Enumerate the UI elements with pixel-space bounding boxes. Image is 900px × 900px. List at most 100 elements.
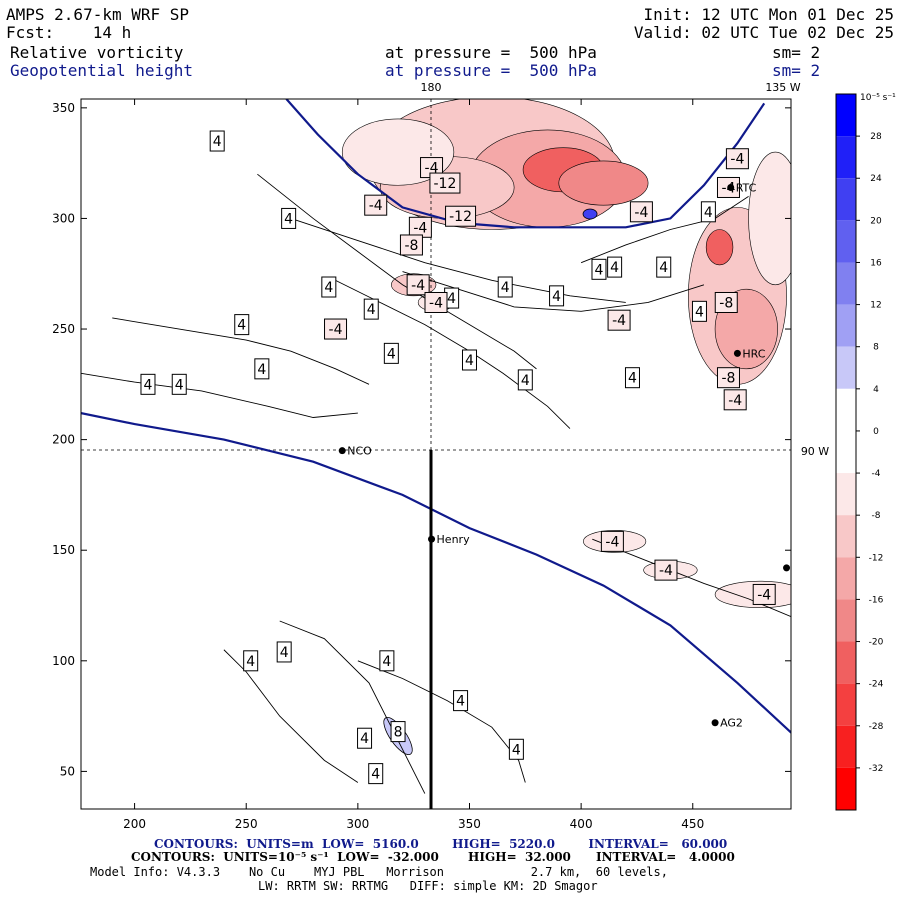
- vorticity-region-8: [748, 151, 791, 286]
- lon-label-135w: 135 W: [765, 81, 800, 94]
- positive-vorticity-core: [582, 208, 598, 220]
- colorbar-segment: [836, 304, 856, 347]
- contour-label: -8: [716, 367, 740, 389]
- contour-label-box: [171, 373, 187, 395]
- contour-label-box: [714, 291, 738, 313]
- colorbar-tick-label: -16: [869, 595, 884, 605]
- contour-label-text: 4: [659, 260, 668, 276]
- contour-label-text: -8: [719, 295, 733, 311]
- station-label: RTC: [736, 181, 757, 194]
- colorbar-segment: [836, 473, 856, 516]
- plot-frame: [80, 98, 792, 810]
- colorbar-tick-label: 28: [870, 132, 882, 142]
- contour-label: -4: [424, 291, 448, 313]
- station-ag2: AG2: [711, 717, 743, 730]
- field2-smoothing: sm= 2: [772, 61, 821, 80]
- contour-label: 4: [517, 369, 533, 391]
- contour-label-box: [364, 194, 388, 216]
- contour-label: 4: [497, 276, 513, 298]
- vorticity-contour-6: [580, 195, 749, 264]
- contour-label-box: [321, 276, 337, 298]
- contour-label-text: -12: [433, 176, 456, 192]
- y-tick-label: 350: [52, 101, 75, 115]
- colorbar-segment: [836, 725, 856, 768]
- contour-label: -4: [324, 318, 348, 340]
- colorbar-segment: [836, 767, 856, 810]
- contour-label-text: 4: [628, 371, 637, 387]
- contour-label-text: 4: [456, 694, 465, 710]
- contour-label-box: [752, 583, 776, 605]
- contour-label-text: 4: [704, 205, 713, 221]
- contour-label-text: -4: [411, 278, 425, 294]
- station-rtc: RTC: [727, 181, 757, 194]
- x-tick-label: 200: [123, 817, 146, 831]
- vorticity-contour-1: [112, 317, 370, 385]
- contour-label-text: 4: [324, 280, 333, 296]
- field1-name: Relative vorticity: [10, 43, 184, 62]
- vorticity-region-9: [705, 229, 734, 266]
- contour-label-box: [716, 367, 740, 389]
- contour-label-text: 4: [501, 280, 510, 296]
- contour-label-text: 4: [387, 346, 396, 362]
- contour-label-text: -4: [605, 534, 619, 550]
- colorbar-tick-label: 16: [870, 258, 882, 268]
- contour-label-box: [379, 650, 395, 672]
- contour-label: -4: [723, 389, 747, 411]
- contour-label-box: [700, 201, 716, 223]
- colorbar-tick-label: -8: [872, 511, 881, 521]
- contour-label-text: 4: [144, 377, 153, 393]
- contour-label-box: [624, 367, 640, 389]
- vorticity-contour-2: [257, 173, 537, 370]
- contour-label-box: [629, 201, 653, 223]
- init-time: Init: 12 UTC Mon 01 Dec 25: [643, 5, 894, 24]
- contour-label-text: 4: [213, 134, 222, 150]
- colorbar-tick-label: 24: [870, 174, 882, 184]
- contour-label-text: 4: [371, 767, 380, 783]
- vorticity-contour-9: [357, 660, 526, 783]
- contour-label-box: [723, 389, 747, 411]
- contour-label-box: [363, 298, 379, 320]
- contour-label-box: [234, 314, 250, 336]
- contour-label: 4: [171, 373, 187, 395]
- contour-label: 4: [383, 342, 399, 364]
- field1-level: at pressure = 500 hPa: [385, 43, 597, 62]
- contour-label-text: 4: [257, 362, 266, 378]
- model-info: Model Info: V4.3.3 No Cu MYJ PBL Morriso…: [90, 865, 668, 879]
- station-nco: NCO: [338, 445, 372, 458]
- contour-label-box: [357, 727, 373, 749]
- contour-label: 4: [461, 349, 477, 371]
- contour-label: 4: [357, 727, 373, 749]
- contour-label: 4: [453, 690, 469, 712]
- contour-label: 4: [243, 650, 259, 672]
- contour-label-text: -4: [612, 313, 626, 329]
- contour-label-box: [607, 309, 631, 331]
- contour-label-box: [656, 256, 672, 278]
- colorbar-segment: [836, 515, 856, 558]
- colorbar-segment: [836, 599, 856, 642]
- colorbar-segment: [836, 178, 856, 221]
- contour-label-text: 4: [465, 353, 474, 369]
- vorticity-contour-5: [402, 271, 705, 312]
- colorbar-tick-label: 12: [870, 301, 881, 311]
- height-contour-5220: [81, 412, 791, 734]
- contour-label: -4: [364, 194, 388, 216]
- contour-label: 4: [624, 367, 640, 389]
- contour-label-text: -4: [757, 587, 771, 603]
- colorbar-segment: [836, 388, 856, 431]
- colorbar-frame: [835, 93, 857, 811]
- station-label: AG2: [720, 717, 743, 730]
- x-tick-label: 300: [346, 817, 369, 831]
- contour-label: 8: [390, 721, 406, 743]
- contour-label-box: [383, 342, 399, 364]
- contour-label: -8: [714, 291, 738, 313]
- contour-label-text: 4: [382, 654, 391, 670]
- contour-label: 4: [549, 285, 565, 307]
- contour-label-text: -4: [429, 295, 443, 311]
- colorbar-segment: [836, 94, 856, 137]
- contour-label: 4: [591, 258, 607, 280]
- contour-label-box: [654, 559, 678, 581]
- axes: 200 250 300 350 400 450 50 100 150 200 250 300 350: [52, 99, 791, 831]
- contour-label-box: [429, 172, 461, 194]
- colorbar-tick-label: 8: [873, 343, 879, 353]
- contour-label-box: [691, 300, 707, 322]
